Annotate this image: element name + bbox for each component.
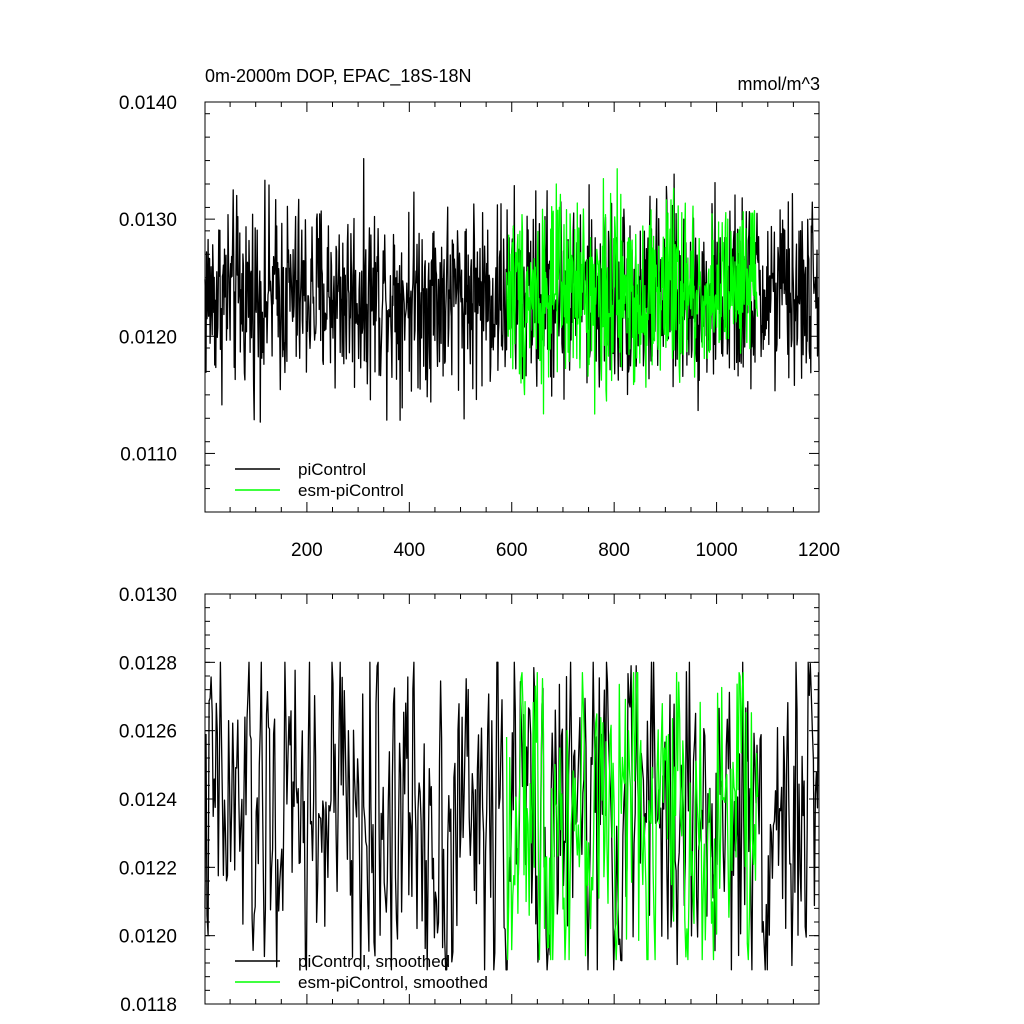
bottom-ytick-label: 0.0118 — [120, 995, 177, 1016]
top-xtick-label: 200 — [291, 540, 323, 561]
bottom-ytick-label: 0.0124 — [119, 790, 178, 811]
bottom-legend: piControl, smoothed esm-piControl, smoot… — [235, 952, 488, 992]
top-ytick-label: 0.0130 — [119, 210, 177, 231]
top-xtick-label: 400 — [393, 540, 425, 561]
top-ytick-label: 0.0120 — [119, 327, 177, 348]
top-chart-title: 0m-2000m DOP, EPAC_18S-18N — [205, 66, 471, 87]
legend-label-picontrol-smoothed: piControl, smoothed — [298, 952, 450, 971]
bottom-series-picontrol-smoothed — [204, 661, 820, 971]
bottom-panel: 0.0118 0.0120 0.0122 0.0124 0.0126 0.0128 0.01… — [119, 585, 820, 1016]
legend-label-esm-picontrol-smoothed: esm-piControl, smoothed — [298, 973, 488, 992]
bottom-plot-frame — [204, 593, 820, 1005]
top-xtick-label: 1200 — [798, 540, 840, 561]
top-chart-units: mmol/m^3 — [738, 74, 820, 94]
top-ytick-label: 0.0110 — [120, 444, 177, 465]
top-panel: 0m-2000m DOP, EPAC_18S-18N mmol/m^3 0.01… — [119, 66, 840, 561]
top-xtick-label: 1000 — [695, 540, 737, 561]
bottom-ytick-label: 0.0130 — [119, 585, 177, 606]
bottom-ytick-label: 0.0128 — [119, 653, 177, 674]
legend-label-esm-picontrol: esm-piControl — [298, 481, 404, 500]
bottom-series-lines — [204, 661, 820, 971]
bottom-ytick-label: 0.0126 — [119, 722, 177, 743]
bottom-ytick-label: 0.0120 — [119, 927, 177, 948]
top-legend: piControl esm-piControl — [235, 460, 404, 500]
legend-label-picontrol: piControl — [298, 460, 366, 479]
top-series-esm-picontrol — [505, 168, 759, 415]
top-ticks: 0.0110 0.0120 0.0130 0.0140 200 400 600 800 1000… — [119, 93, 840, 561]
top-xtick-label: 600 — [496, 540, 528, 561]
top-plot-frame — [204, 101, 820, 513]
top-xtick-label: 800 — [598, 540, 630, 561]
bottom-ytick-label: 0.0122 — [119, 858, 177, 879]
top-series-lines — [204, 157, 820, 423]
top-ytick-label: 0.0140 — [119, 93, 177, 114]
bottom-series-esm-picontrol-smoothed — [505, 671, 759, 961]
